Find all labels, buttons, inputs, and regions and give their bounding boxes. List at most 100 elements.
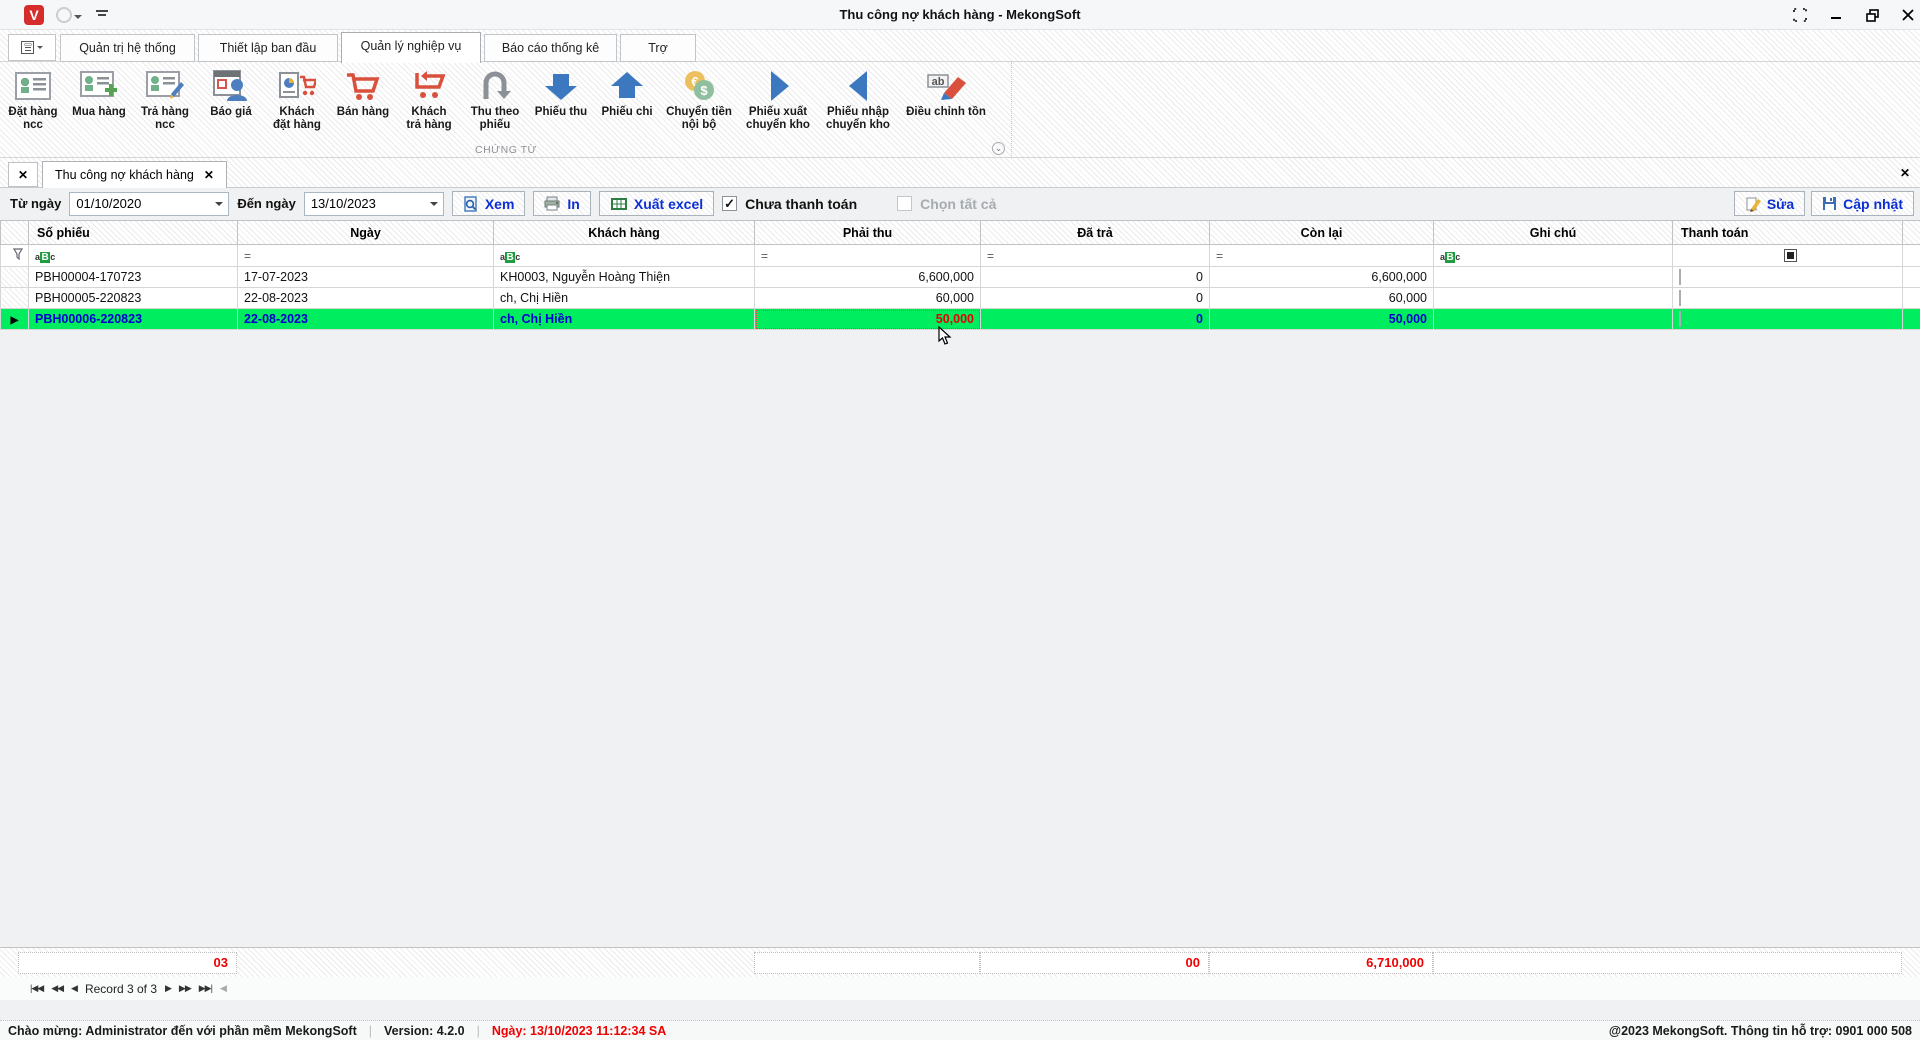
- toolbar-tra-hang-ncc[interactable]: Trả hàng ncc: [132, 62, 198, 150]
- unpaid-checkbox[interactable]: ✓: [722, 196, 738, 211]
- cell-da-tra[interactable]: 0: [980, 308, 1210, 330]
- table-row[interactable]: PBH00005-220823 22-08-2023 ch, Chị Hiền …: [0, 287, 1920, 309]
- toolbar-bao-gia[interactable]: Báo giá: [198, 62, 264, 150]
- toolbar-mua-hang[interactable]: Mua hàng: [66, 62, 132, 150]
- last-record-icon[interactable]: ▶▶|: [198, 983, 213, 993]
- group-dialog-launcher-icon[interactable]: ⌄: [992, 142, 1005, 155]
- cell-ghi-chu[interactable]: [1433, 308, 1673, 330]
- doc-tab-thu-cong-no[interactable]: Thu công nợ khách hàng ✕: [42, 161, 227, 188]
- col-header-ngay[interactable]: Ngày: [237, 220, 494, 245]
- window-title: Thu công nợ khách hàng - MekongSoft: [839, 7, 1081, 22]
- cell-khach-hang[interactable]: KH0003, Nguyễn Hoàng Thiện: [493, 266, 755, 288]
- cell-khach-hang[interactable]: ch, Chị Hiền: [493, 287, 755, 309]
- col-header-khach-hang[interactable]: Khách hàng: [493, 220, 755, 245]
- cell-ngay[interactable]: 22-08-2023: [237, 308, 494, 330]
- filter-ngay[interactable]: =: [237, 244, 494, 267]
- cell-ghi-chu[interactable]: [1433, 287, 1673, 309]
- svg-text:€: €: [691, 74, 698, 89]
- to-date-input[interactable]: 13/10/2023: [303, 191, 444, 216]
- fullscreen-icon[interactable]: [1792, 7, 1808, 23]
- prev-record-icon[interactable]: ◀: [71, 983, 78, 993]
- tab-quan-tri-he-thong[interactable]: Quản trị hệ thống: [60, 34, 195, 62]
- cell-phai-thu[interactable]: 6,600,000: [754, 266, 981, 288]
- export-excel-button[interactable]: Xuất excel: [598, 191, 715, 216]
- toolbar-dat-hang-ncc[interactable]: Đặt hàng ncc: [0, 62, 66, 150]
- toolbar-ban-hang[interactable]: Bán hàng: [330, 62, 396, 150]
- edit-button[interactable]: Sửa: [1733, 191, 1806, 216]
- close-icon[interactable]: [1900, 7, 1916, 23]
- to-date-label: Đến ngày: [237, 196, 296, 211]
- first-record-icon[interactable]: |◀◀: [30, 983, 44, 993]
- toolbar-chuyen-tien-noi-bo[interactable]: € $ Chuyển tiền nội bộ: [660, 62, 738, 150]
- cell-thanh-toan[interactable]: [1672, 266, 1903, 288]
- toolbar-khach-tra-hang[interactable]: Khách trả hàng: [396, 62, 462, 150]
- next-record-icon[interactable]: ▶: [165, 983, 172, 993]
- col-header-con-lai[interactable]: Còn lại: [1209, 220, 1434, 245]
- tab-thiet-lap-ban-dau[interactable]: Thiết lập ban đầu: [198, 34, 338, 62]
- customize-toolbar-icon[interactable]: [96, 10, 108, 20]
- tab-close-icon[interactable]: ✕: [203, 168, 214, 182]
- cell-ghi-chu[interactable]: [1433, 266, 1673, 288]
- row-checkbox[interactable]: [1679, 269, 1681, 285]
- cell-ngay[interactable]: 22-08-2023: [237, 287, 494, 309]
- cell-so-phieu[interactable]: PBH00005-220823: [28, 287, 238, 309]
- filter-con-lai[interactable]: =: [1209, 244, 1434, 267]
- cell-con-lai[interactable]: 60,000: [1209, 287, 1434, 309]
- update-button[interactable]: Cập nhật: [1811, 191, 1914, 216]
- app-logo-icon[interactable]: V: [24, 5, 44, 25]
- toolbar-phieu-nhap-chuyen-kho[interactable]: Phiếu nhập chuyển kho: [818, 62, 898, 150]
- cell-thanh-toan[interactable]: [1672, 287, 1903, 309]
- toolbar-thu-theo-phieu[interactable]: Thu theo phiếu: [462, 62, 528, 150]
- cell-con-lai[interactable]: 6,600,000: [1209, 266, 1434, 288]
- cell-phai-thu-focused[interactable]: 50,000: [754, 308, 981, 330]
- toolbar-phieu-chi[interactable]: Phiếu chi: [594, 62, 660, 150]
- cell-con-lai[interactable]: 50,000: [1209, 308, 1434, 330]
- quick-access-icon[interactable]: [56, 7, 82, 23]
- cell-da-tra[interactable]: 0: [980, 287, 1210, 309]
- cell-so-phieu[interactable]: PBH00004-170723: [28, 266, 238, 288]
- tab-quan-ly-nghiep-vu[interactable]: Quản lý nghiệp vụ: [341, 32, 481, 63]
- toolbar-phieu-thu[interactable]: Phiếu thu: [528, 62, 594, 150]
- col-header-phai-thu[interactable]: Phải thu: [754, 220, 981, 245]
- chevron-down-icon[interactable]: [429, 201, 438, 210]
- filter-phai-thu[interactable]: =: [754, 244, 981, 267]
- status-bar: Chào mừng: Administrator đến với phần mề…: [0, 1020, 1920, 1040]
- minimize-icon[interactable]: [1828, 7, 1844, 23]
- cell-ngay[interactable]: 17-07-2023: [237, 266, 494, 288]
- tab-bao-cao-thong-ke[interactable]: Báo cáo thống kê: [484, 34, 617, 62]
- filter-da-tra[interactable]: =: [980, 244, 1210, 267]
- toolbar-dieu-chinh-ton[interactable]: ab Điều chỉnh tồn: [898, 62, 994, 150]
- toolbar-khach-dat-hang[interactable]: Khách đặt hàng: [264, 62, 330, 150]
- filter-bar: Từ ngày 01/10/2020 Đến ngày 13/10/2023 X…: [0, 188, 1920, 220]
- print-button[interactable]: In: [533, 191, 591, 216]
- from-date-input[interactable]: 01/10/2020: [69, 191, 230, 216]
- col-header-da-tra[interactable]: Đã trả: [980, 220, 1210, 245]
- toolbar-phieu-xuat-chuyen-kho[interactable]: Phiếu xuất chuyển kho: [738, 62, 818, 150]
- chevron-down-icon[interactable]: [215, 201, 224, 210]
- table-row-selected[interactable]: ▶ PBH00006-220823 22-08-2023 ch, Chị Hiề…: [0, 308, 1920, 330]
- tab-tro-giup[interactable]: Trợ giúp: [620, 34, 696, 81]
- collapse-nav-icon[interactable]: ◀: [219, 983, 227, 993]
- application-menu-button[interactable]: [8, 34, 56, 61]
- row-checkbox[interactable]: [1679, 290, 1681, 306]
- close-all-tabs-icon[interactable]: ✕: [8, 162, 38, 187]
- col-header-ghi-chu[interactable]: Ghi chú: [1433, 220, 1673, 245]
- cell-so-phieu[interactable]: PBH00006-220823: [28, 308, 238, 330]
- view-button[interactable]: Xem: [451, 191, 526, 216]
- cell-khach-hang[interactable]: ch, Chị Hiền: [493, 308, 755, 330]
- filter-thanh-toan[interactable]: [1672, 244, 1903, 267]
- col-header-so-phieu[interactable]: Số phiếu: [28, 220, 238, 245]
- cell-da-tra[interactable]: 0: [980, 266, 1210, 288]
- row-checkbox[interactable]: [1679, 311, 1681, 327]
- prev-page-icon[interactable]: ◀◀: [51, 983, 64, 993]
- restore-icon[interactable]: [1864, 7, 1880, 23]
- table-row[interactable]: PBH00004-170723 17-07-2023 KH0003, Nguyễ…: [0, 266, 1920, 288]
- cell-phai-thu[interactable]: 60,000: [754, 287, 981, 309]
- cell-thanh-toan[interactable]: [1672, 308, 1903, 330]
- tabstrip-close-icon[interactable]: ✕: [1899, 166, 1911, 180]
- next-page-icon[interactable]: ▶▶: [178, 983, 192, 993]
- col-header-thanh-toan[interactable]: Thanh toán: [1672, 220, 1903, 245]
